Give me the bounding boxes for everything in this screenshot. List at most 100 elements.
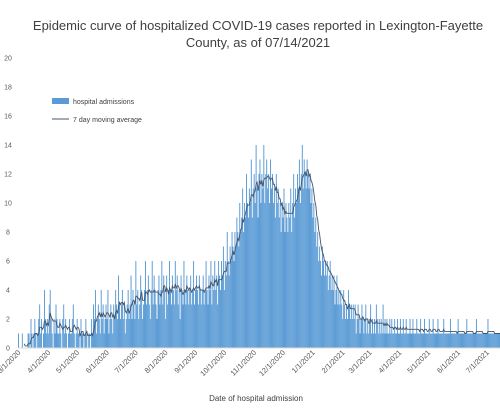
bar	[229, 246, 231, 348]
bar	[252, 188, 254, 348]
y-tick-label: 16	[4, 114, 12, 121]
bar	[392, 333, 394, 348]
bar	[494, 333, 496, 348]
bar	[371, 333, 373, 348]
bar	[167, 304, 169, 348]
bar	[241, 217, 243, 348]
bar	[454, 333, 456, 348]
bar	[56, 319, 58, 348]
bar	[339, 304, 341, 348]
bar	[124, 333, 126, 348]
bar	[84, 333, 86, 348]
bar	[274, 217, 276, 348]
bar	[288, 203, 290, 348]
bar	[147, 275, 149, 348]
legend-label-hospital-admissions: hospital admissions	[73, 99, 135, 106]
bar	[297, 174, 298, 348]
bar	[248, 188, 250, 348]
bar	[357, 304, 359, 348]
bar	[130, 275, 132, 348]
bar	[153, 275, 155, 348]
bar	[444, 333, 446, 348]
bar	[163, 275, 165, 348]
bar	[126, 304, 128, 348]
bar	[297, 188, 299, 348]
bar	[442, 333, 444, 348]
bar	[373, 319, 375, 348]
bar	[485, 333, 487, 348]
bar	[257, 217, 259, 348]
bar	[496, 333, 498, 348]
bar	[102, 304, 104, 348]
bar	[431, 333, 433, 348]
bar	[68, 333, 69, 348]
bar	[483, 333, 485, 348]
bar	[174, 261, 176, 348]
bar	[325, 275, 327, 348]
bar	[342, 319, 344, 348]
bar	[321, 275, 323, 348]
bar	[57, 333, 59, 348]
bar	[476, 333, 478, 348]
bar	[458, 333, 460, 348]
bar	[159, 304, 161, 348]
bar	[301, 145, 303, 348]
bar	[343, 290, 345, 348]
bar	[401, 333, 403, 348]
bar	[386, 319, 388, 348]
bar	[150, 290, 152, 348]
bar	[423, 333, 424, 348]
chart-title-line-2: County, as of 07/14/2021	[186, 35, 330, 50]
bar	[350, 304, 352, 348]
bar	[256, 188, 258, 348]
bar	[184, 290, 186, 348]
bar	[43, 333, 44, 348]
bar	[219, 275, 221, 348]
bar	[449, 333, 450, 348]
bar	[294, 217, 296, 348]
bar	[329, 261, 331, 348]
bar	[165, 319, 167, 348]
x-tick-label: 5/1/2021	[405, 348, 432, 375]
bar	[388, 333, 390, 348]
bar	[333, 275, 335, 348]
bar	[64, 333, 66, 348]
bar	[353, 319, 355, 348]
bar	[121, 290, 123, 348]
bar	[456, 333, 458, 348]
bar	[381, 333, 383, 348]
bar	[327, 290, 329, 348]
bar	[140, 275, 142, 348]
bar	[467, 333, 469, 348]
bar	[95, 333, 97, 348]
bar	[225, 275, 227, 348]
bar	[359, 333, 361, 348]
bar	[109, 319, 111, 348]
bar	[209, 290, 211, 348]
bar	[420, 319, 422, 348]
bar	[76, 319, 78, 348]
bar	[340, 290, 342, 348]
bar	[149, 319, 151, 348]
bar	[481, 333, 483, 348]
bar	[451, 333, 453, 348]
bar	[183, 261, 185, 348]
moving-average-line-group	[23, 169, 500, 347]
bar	[188, 304, 190, 348]
x-axis-title: Date of hospital admission	[209, 394, 303, 403]
bar	[119, 319, 121, 348]
bar	[475, 319, 477, 348]
bar	[161, 261, 163, 348]
bar	[286, 217, 288, 348]
bar	[262, 188, 264, 348]
bar	[296, 203, 298, 348]
bar	[390, 333, 392, 348]
y-tick-label: 14	[4, 143, 12, 150]
bar	[266, 159, 268, 348]
bar	[59, 319, 61, 348]
bar	[416, 319, 418, 348]
bar	[418, 333, 420, 348]
bar	[120, 304, 122, 348]
bar	[328, 275, 330, 348]
bar	[206, 290, 208, 348]
